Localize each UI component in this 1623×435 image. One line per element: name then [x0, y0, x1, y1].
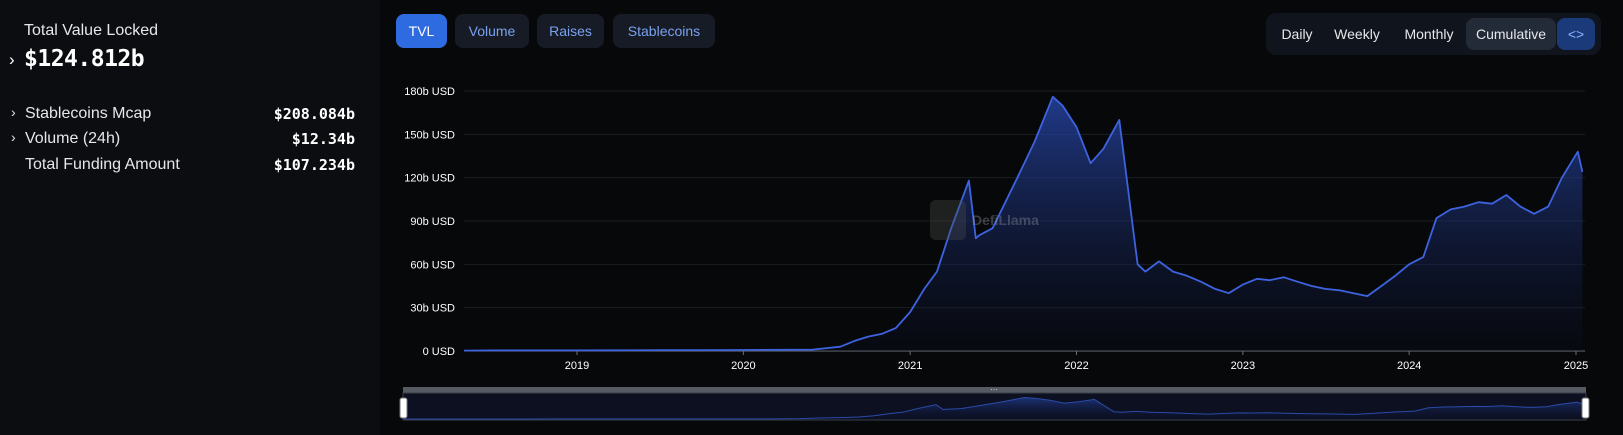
granularity-toggle: Daily Weekly Monthly Cumulative <> [1266, 13, 1601, 55]
x-tick-label: 2023 [1231, 360, 1255, 372]
stat-label: Total Funding Amount [25, 156, 180, 173]
sidebar: Total Value Locked › $124.812b › Stablec… [0, 0, 380, 435]
granularity-cumulative[interactable]: Cumulative [1466, 18, 1556, 50]
y-tick-label: 150b USD [404, 129, 455, 141]
y-tick-label: 30b USD [410, 303, 455, 315]
chevron-right-icon[interactable]: › [11, 104, 16, 120]
stat-label: Stablecoins Mcap [25, 105, 152, 122]
tvl-label: Total Value Locked [24, 22, 159, 39]
stat-value: $12.34b [291, 130, 355, 148]
chevron-right-icon[interactable]: › [9, 50, 15, 69]
y-tick-label: 60b USD [410, 259, 455, 271]
granularity-weekly[interactable]: Weekly [1334, 26, 1380, 42]
tab-volume[interactable]: Volume [455, 14, 529, 48]
x-tick-label: 2022 [1064, 360, 1088, 372]
tab-raises[interactable]: Raises [537, 14, 604, 48]
tvl-series-line [463, 95, 1584, 352]
x-tick-label: 2021 [898, 360, 922, 372]
zoom-handle-left[interactable] [399, 397, 408, 419]
x-tick-label: 2019 [565, 360, 589, 372]
granularity-monthly[interactable]: Monthly [1404, 26, 1454, 42]
x-tick-label: 2020 [731, 360, 755, 372]
x-tick-label: 2024 [1397, 360, 1421, 372]
stat-row-stablecoins-mcap[interactable]: › Stablecoins Mcap $208.084b [0, 103, 380, 125]
zoom-handle-right[interactable] [1581, 397, 1590, 419]
stat-row-volume-24h[interactable]: › Volume (24h) $12.34b [0, 128, 380, 150]
stat-value: $208.084b [273, 105, 355, 123]
granularity-daily[interactable]: Daily [1281, 26, 1313, 42]
llama-logo-icon [930, 200, 966, 240]
tab-tvl[interactable]: TVL [396, 14, 447, 48]
y-tick-label: 180b USD [404, 86, 455, 98]
watermark-text: DefiLlama [972, 212, 1039, 228]
y-tick-label: 90b USD [410, 216, 455, 228]
embed-code-button[interactable]: <> [1557, 18, 1595, 50]
tvl-value: $124.812b [24, 46, 145, 72]
chevron-right-icon[interactable]: › [11, 129, 16, 145]
zoom-preview-line [404, 396, 1583, 420]
stat-row-total-funding: Total Funding Amount $107.234b [0, 154, 380, 176]
defillama-watermark: DefiLlama [930, 200, 1060, 244]
y-tick-label: 120b USD [404, 173, 455, 185]
stat-value: $107.234b [273, 156, 355, 174]
tab-stablecoins[interactable]: Stablecoins [613, 14, 715, 48]
y-tick-label: 0 USD [423, 346, 455, 358]
x-tick-label: 2025 [1564, 360, 1588, 372]
stat-label: Volume (24h) [25, 130, 121, 147]
tvl-area-fill [464, 96, 1583, 351]
grip-icon[interactable]: ⋯ [990, 385, 998, 394]
zoom-slider-handlebar[interactable] [403, 387, 1586, 393]
